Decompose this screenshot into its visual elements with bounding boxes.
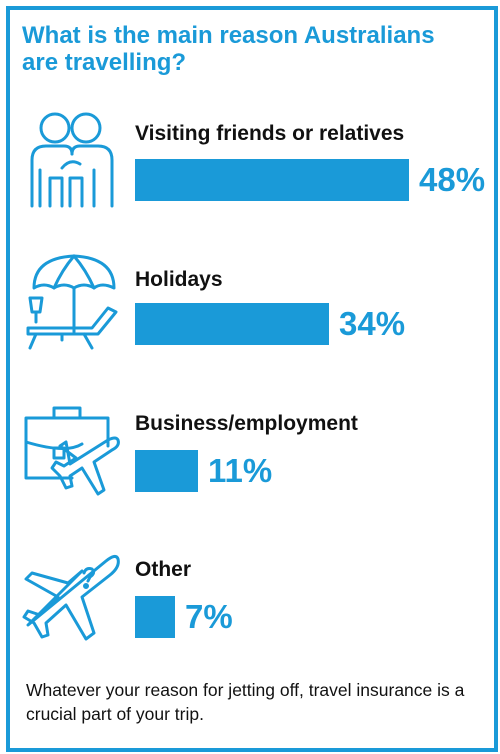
data-label: 48% xyxy=(419,161,486,198)
bar xyxy=(135,159,409,201)
chart-title: What is the main reason Australians are … xyxy=(22,22,435,76)
bar xyxy=(135,450,198,492)
beach-umbrella-lounger-icon xyxy=(22,252,122,357)
footnote: Whatever your reason for jetting off, tr… xyxy=(26,680,465,724)
category-label: Other xyxy=(135,558,192,581)
airplane-question-icon xyxy=(22,543,122,643)
two-people-icon xyxy=(22,108,122,218)
data-label: 11% xyxy=(208,452,273,489)
bar xyxy=(135,303,329,345)
bar xyxy=(135,596,175,638)
briefcase-plane-icon xyxy=(22,402,122,502)
chart-frame xyxy=(6,6,498,752)
data-label: 7% xyxy=(185,598,233,635)
category-label: Business/employment xyxy=(135,412,358,435)
data-label: 34% xyxy=(339,305,406,342)
category-label: Holidays xyxy=(135,268,223,291)
category-label: Visiting friends or relatives xyxy=(135,122,405,145)
